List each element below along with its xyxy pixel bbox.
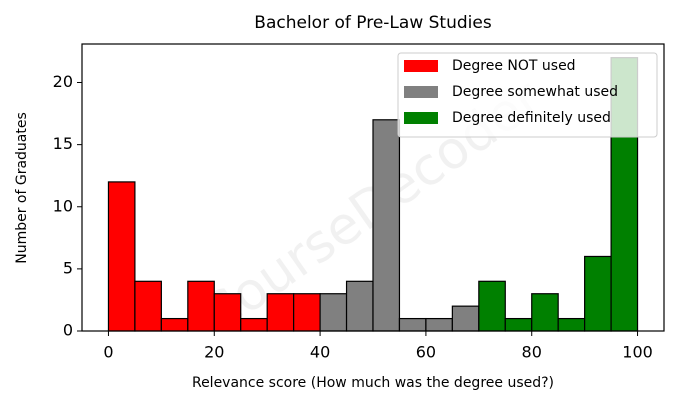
legend-swatch bbox=[404, 60, 438, 72]
x-tick-label: 0 bbox=[103, 343, 113, 362]
histogram-bar bbox=[213, 293, 242, 332]
y-tick-label: 15 bbox=[53, 134, 73, 153]
histogram-bar bbox=[372, 119, 401, 332]
histogram-bar bbox=[319, 293, 348, 332]
chart-title: Bachelor of Pre-Law Studies bbox=[254, 13, 492, 33]
histogram-bar bbox=[107, 181, 136, 332]
legend-box bbox=[397, 52, 658, 138]
x-axis-label: Relevance score (How much was the degree… bbox=[192, 375, 554, 391]
y-tick-label: 10 bbox=[53, 196, 73, 215]
histogram-bar bbox=[531, 293, 559, 332]
legend-label: Degree NOT used bbox=[452, 58, 576, 74]
histogram-bar bbox=[451, 305, 480, 332]
histogram-bar bbox=[293, 293, 321, 332]
x-tick-label: 100 bbox=[622, 343, 653, 362]
x-tick-label: 60 bbox=[416, 343, 436, 362]
histogram-bar bbox=[160, 317, 189, 332]
y-tick-label: 20 bbox=[53, 72, 73, 91]
histogram-bar bbox=[584, 255, 612, 332]
legend-label: Degree somewhat used bbox=[452, 84, 618, 100]
histogram-bar bbox=[478, 280, 506, 332]
x-tick-label: 20 bbox=[204, 343, 224, 362]
y-tick-label: 0 bbox=[63, 321, 73, 340]
legend-swatch bbox=[404, 112, 438, 124]
histogram-bar bbox=[557, 317, 586, 332]
histogram-bar bbox=[266, 293, 295, 332]
histogram-bar bbox=[240, 317, 268, 332]
x-tick-label: 40 bbox=[310, 343, 330, 362]
histogram-bar bbox=[504, 317, 533, 332]
x-tick-label: 80 bbox=[522, 343, 542, 362]
histogram-bar bbox=[398, 317, 427, 332]
legend-label: Degree definitely used bbox=[452, 110, 611, 126]
y-axis-label: Number of Graduates bbox=[14, 112, 30, 264]
histogram-bar bbox=[187, 280, 215, 332]
legend-swatch bbox=[404, 86, 438, 98]
plot-frame bbox=[81, 43, 665, 332]
histogram-bar bbox=[425, 317, 453, 332]
y-tick-label: 5 bbox=[63, 258, 73, 277]
histogram-bar bbox=[134, 280, 162, 332]
histogram-bar bbox=[345, 280, 374, 332]
